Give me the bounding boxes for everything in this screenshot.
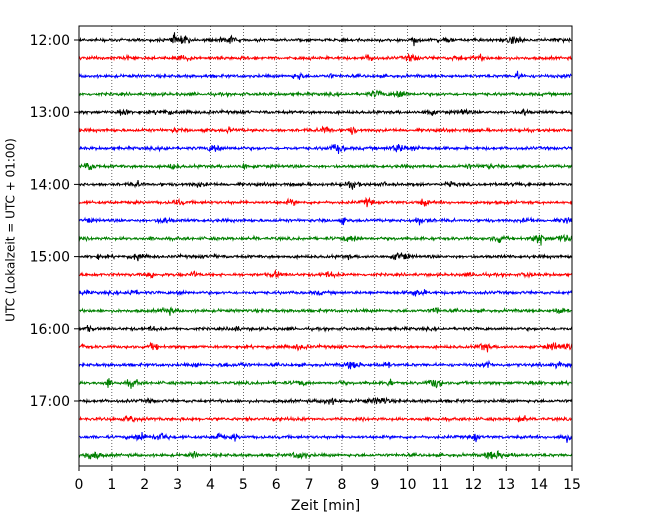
x-tick-label: 8 [337,477,346,493]
trace-1645 [78,378,573,389]
x-tick-label: 15 [563,477,581,493]
trace-1345 [78,162,573,171]
trace-1730 [78,431,573,443]
y-axis-label: UTC (Lokalzeit = UTC + 01:00) [4,138,18,322]
trace-1245 [78,89,573,99]
trace-1530 [78,289,573,297]
x-tick-label: 12 [464,477,482,493]
y-tick-label: 15:00 [30,250,70,266]
trace-1630 [78,359,573,370]
trace-1230 [78,70,573,80]
x-tick-label: 14 [530,477,548,493]
trace-1400 [78,180,573,190]
x-tick-label: 2 [140,477,149,493]
x-tick-label: 3 [173,477,182,493]
x-tick-label: 6 [272,477,281,493]
x-tick-label: 4 [206,477,215,493]
y-tick-label: 12:00 [30,33,70,49]
trace-1445 [78,233,573,246]
trace-1300 [78,107,573,117]
trace-1600 [78,324,573,333]
trace-1715 [78,414,573,423]
x-tick-label: 1 [107,477,116,493]
trace-1745 [78,449,573,461]
trace-1200 [78,32,573,47]
trace-1700 [78,396,573,406]
trace-1430 [78,216,573,226]
x-tick-label: 9 [370,477,379,493]
trace-1330 [78,143,573,154]
trace-1615 [78,341,573,353]
y-axis-ticks: 12:00 13:00 14:00 15:00 16:00 17:00 [30,33,79,410]
trace-group [78,32,573,461]
x-tick-label: 11 [432,477,450,493]
trace-1415 [78,196,573,208]
trace-1500 [78,252,573,262]
x-tick-label: 13 [497,477,515,493]
trace-1545 [78,306,573,316]
y-tick-label: 13:00 [30,105,70,121]
x-tick-label: 7 [305,477,314,493]
x-tick-label: 10 [399,477,417,493]
trace-1215 [78,52,573,63]
y-tick-label: 16:00 [30,322,70,338]
x-axis-label: Zeit [min] [291,498,360,514]
x-tick-label: 0 [75,477,84,493]
trace-1315 [78,125,573,135]
trace-1515 [78,269,573,279]
y-tick-label: 14:00 [30,177,70,193]
x-axis-ticks: 0 1 2 3 4 5 6 7 8 9 10 11 12 13 14 15 [75,466,581,493]
grid-lines [111,26,540,466]
plot-frame [78,25,573,467]
y-tick-label: 17:00 [30,394,70,410]
x-tick-label: 5 [239,477,248,493]
